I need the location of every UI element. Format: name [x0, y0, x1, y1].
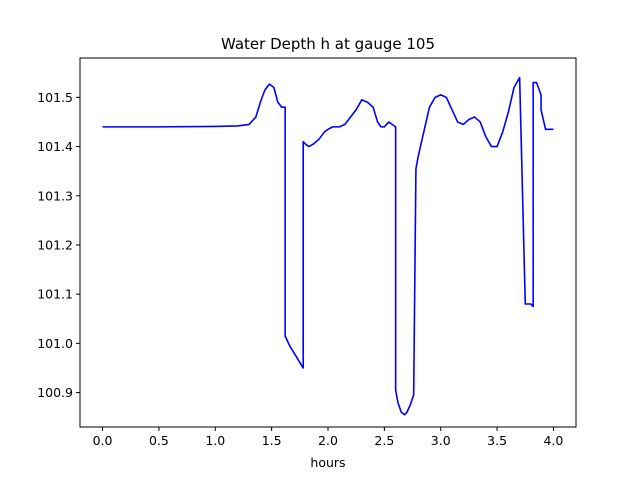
x-axis-label: hours	[310, 455, 345, 470]
y-tick-label: 100.9	[37, 385, 73, 400]
x-tick-label: 4.0	[544, 433, 564, 448]
y-tick-label: 101.0	[37, 336, 73, 351]
y-axis-ticks: 100.9 101.0 101.1 101.2 101.3 101.4 101.5	[37, 90, 80, 400]
y-tick-label: 101.5	[37, 90, 73, 105]
series-layer	[102, 76, 554, 416]
plot-frame	[79, 57, 577, 428]
x-tick-label: 0.5	[149, 433, 169, 448]
y-tick-label: 101.1	[37, 287, 73, 302]
x-tick-label: 1.5	[262, 433, 282, 448]
x-tick-label: 2.0	[318, 433, 338, 448]
x-tick-label: 1.0	[205, 433, 225, 448]
chart-title: Water Depth h at gauge 105	[221, 35, 435, 53]
series-line-1	[102, 76, 554, 416]
x-tick-label: 3.5	[487, 433, 507, 448]
y-tick-label: 101.2	[37, 237, 73, 252]
x-axis-ticks: 0.0 0.5 1.0 1.5 2.0 2.5 3.0 3.5 4.0	[93, 427, 564, 448]
x-tick-label: 2.5	[374, 433, 394, 448]
y-tick-label: 101.3	[37, 188, 73, 203]
y-tick-label: 101.4	[37, 139, 73, 154]
x-tick-label: 0.0	[93, 433, 113, 448]
x-tick-label: 3.0	[431, 433, 451, 448]
